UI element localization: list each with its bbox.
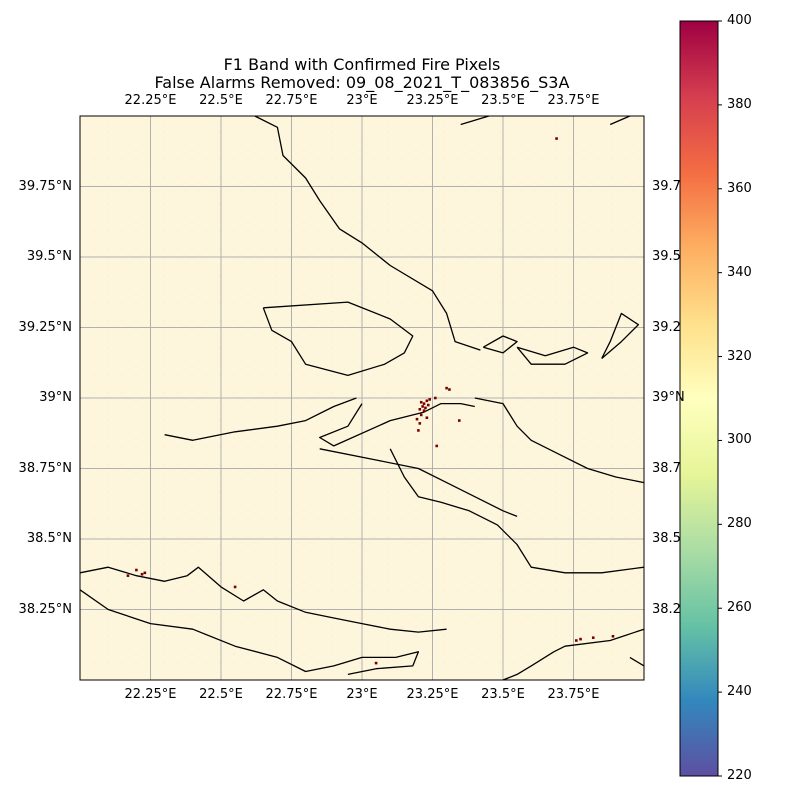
lat-tick-label-left: 39.75°N — [18, 178, 72, 194]
colorbar-tick-label: 340 — [727, 264, 752, 280]
lat-tick-label-left: 39.5°N — [26, 249, 72, 264]
fire-pixel — [374, 661, 378, 665]
coastline — [164, 397, 357, 441]
fire-pixel — [575, 639, 578, 642]
coastline — [601, 312, 640, 359]
fire-pixel — [421, 405, 424, 408]
lat-tick-label-left: 38.75°N — [18, 460, 72, 476]
fire-pixel — [611, 634, 615, 638]
lon-tick-label-top: 23.75°E — [547, 93, 600, 108]
colorbar-tick-label: 300 — [727, 432, 752, 448]
lat-tick-label-right: 39.5 — [652, 249, 681, 264]
fire-pixel — [448, 388, 451, 391]
lon-tick-label-bottom: 23.5°E — [481, 687, 525, 702]
coastline — [389, 448, 645, 574]
lat-tick-label-left: 39°N — [39, 390, 72, 405]
fire-pixel — [591, 636, 595, 639]
coastlines — [79, 115, 645, 681]
map-frame — [79, 115, 645, 681]
fire-pixel — [425, 416, 429, 420]
coastline — [629, 656, 645, 667]
fire-pixel — [140, 572, 144, 576]
lat-tick-label-right: 39.7 — [652, 178, 681, 194]
coastline — [79, 589, 420, 676]
coastline — [516, 346, 589, 365]
lat-tick-label-left: 38.25°N — [18, 601, 72, 617]
fire-pixel — [426, 403, 430, 407]
fire-pixel — [425, 399, 429, 403]
colorbar-tick-label: 320 — [727, 348, 752, 364]
coastline — [474, 397, 645, 484]
lon-tick-label-top: 23.25°E — [406, 93, 459, 108]
lat-tick-label-right: 38.7 — [652, 460, 681, 476]
coastline — [502, 628, 645, 681]
fire-pixel — [424, 406, 427, 410]
fire-pixel — [233, 585, 237, 589]
lon-tick-label-bottom: 23.75°E — [547, 687, 600, 702]
gridlines — [80, 116, 644, 680]
lat-tick-label-left: 39.25°N — [18, 319, 72, 335]
colorbar-tick-label: 240 — [727, 684, 752, 700]
title-line-1: F1 Band with Confirmed Fire Pixels — [223, 55, 501, 74]
fire-pixel — [445, 386, 448, 390]
fire-pixel — [428, 398, 431, 401]
coastline — [609, 115, 631, 126]
lon-tick-label-bottom: 22.25°E — [124, 687, 177, 702]
coastline — [319, 448, 518, 518]
lon-tick-label-top: 23.5°E — [481, 93, 525, 108]
colorbar-tick-label: 380 — [727, 96, 752, 112]
coastline — [319, 402, 475, 447]
coastline — [482, 335, 518, 354]
lat-tick-label-left: 38.5°N — [26, 531, 72, 546]
fire-pixel — [418, 422, 422, 425]
lat-tick-label-right: 39.2 — [652, 319, 681, 335]
lon-tick-label-bottom: 22.5°E — [199, 687, 243, 702]
fire-pixel — [419, 400, 423, 404]
coastline — [262, 301, 414, 377]
lon-tick-label-bottom: 23.25°E — [406, 687, 459, 702]
fire-pixel — [143, 571, 147, 575]
coastline — [79, 566, 447, 633]
lon-tick-label-bottom: 23°E — [346, 687, 378, 702]
lon-tick-label-top: 22.25°E — [124, 93, 177, 108]
lon-tick-label-top: 23°E — [346, 93, 378, 108]
coastline — [254, 115, 481, 351]
fire-pixel — [415, 417, 419, 421]
lat-tick-label-right: 38.2 — [652, 601, 681, 617]
lat-tick-label-right: 39°N — [652, 390, 685, 405]
fire-pixel — [135, 568, 138, 572]
colorbar — [679, 20, 719, 777]
fire-pixel — [417, 429, 420, 432]
lon-tick-label-bottom: 22.75°E — [265, 687, 318, 702]
coastline — [460, 115, 490, 126]
fire-pixel — [434, 396, 437, 400]
colorbar-tick-label: 260 — [727, 600, 752, 616]
colorbar-tick-label: 280 — [727, 516, 752, 532]
fire-pixel — [579, 637, 582, 641]
fire-pixel — [422, 402, 426, 405]
colorbar-tick-label: 220 — [727, 768, 752, 783]
fire-pixel — [435, 444, 439, 448]
lat-tick-label-right: 38.5 — [652, 531, 681, 546]
fire-pixel — [418, 407, 422, 411]
lon-tick-label-top: 22.75°E — [265, 93, 318, 108]
colorbar-tick-label: 360 — [727, 180, 752, 196]
fire-pixel — [555, 137, 558, 140]
fire-pixel — [457, 419, 461, 422]
fire-pixel — [419, 413, 423, 417]
fire-pixels — [126, 137, 615, 665]
colorbar-tick-label: 400 — [727, 13, 752, 28]
title-line-2: False Alarms Removed: 09_08_2021_T_08385… — [154, 73, 570, 92]
fire-pixel — [126, 574, 130, 577]
fire-pixel — [422, 409, 426, 412]
lon-tick-label-top: 22.5°E — [199, 93, 243, 108]
